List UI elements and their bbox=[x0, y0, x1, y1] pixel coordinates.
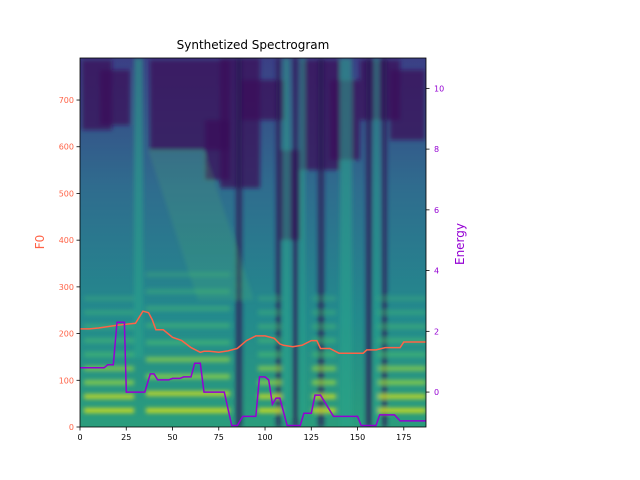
y-left-tick-label: 500 bbox=[59, 189, 74, 198]
energy-line-layer bbox=[80, 321, 426, 427]
y-right-tick-label: 10 bbox=[434, 84, 444, 93]
spectrogram-image bbox=[80, 58, 426, 427]
y-left-tick-label: 300 bbox=[59, 283, 74, 292]
y-right-tick-label: 4 bbox=[434, 267, 439, 276]
y-right-tick-label: 2 bbox=[434, 327, 439, 336]
f0-line bbox=[80, 310, 426, 354]
y-left-tick-label: 100 bbox=[59, 376, 74, 385]
y-axis-left-label: F0 bbox=[33, 235, 47, 250]
x-tick-label: 125 bbox=[304, 433, 319, 442]
y-left-tick-label: 400 bbox=[59, 236, 74, 245]
y-right-tick-label: 6 bbox=[434, 206, 439, 215]
y-right-tick-label: 0 bbox=[434, 388, 439, 397]
y-axis-right: 0 2 4 6 8 10 bbox=[426, 84, 444, 397]
y-left-tick-label: 700 bbox=[59, 96, 74, 105]
x-tick-label: 50 bbox=[167, 433, 177, 442]
chart-title: Synthetized Spectrogram bbox=[177, 38, 330, 52]
y-axis-right-label: Energy bbox=[453, 223, 467, 265]
x-tick-label: 25 bbox=[121, 433, 131, 442]
plot-frame bbox=[79, 57, 427, 428]
x-tick-label: 150 bbox=[350, 433, 365, 442]
y-left-tick-label: 600 bbox=[59, 143, 74, 152]
y-axis-left: 0 100 200 300 400 500 600 700 bbox=[59, 96, 80, 432]
y-right-tick-label: 8 bbox=[434, 145, 439, 154]
f0-line-layer bbox=[80, 310, 426, 354]
x-tick-label: 0 bbox=[77, 433, 82, 442]
y-left-tick-label: 0 bbox=[69, 423, 74, 432]
x-tick-label: 75 bbox=[214, 433, 224, 442]
x-tick-label: 175 bbox=[396, 433, 411, 442]
y-left-tick-label: 200 bbox=[59, 330, 74, 339]
x-axis: 0 25 50 75 100 125 150 175 bbox=[77, 427, 411, 442]
x-tick-label: 100 bbox=[257, 433, 272, 442]
energy-line bbox=[80, 321, 426, 427]
